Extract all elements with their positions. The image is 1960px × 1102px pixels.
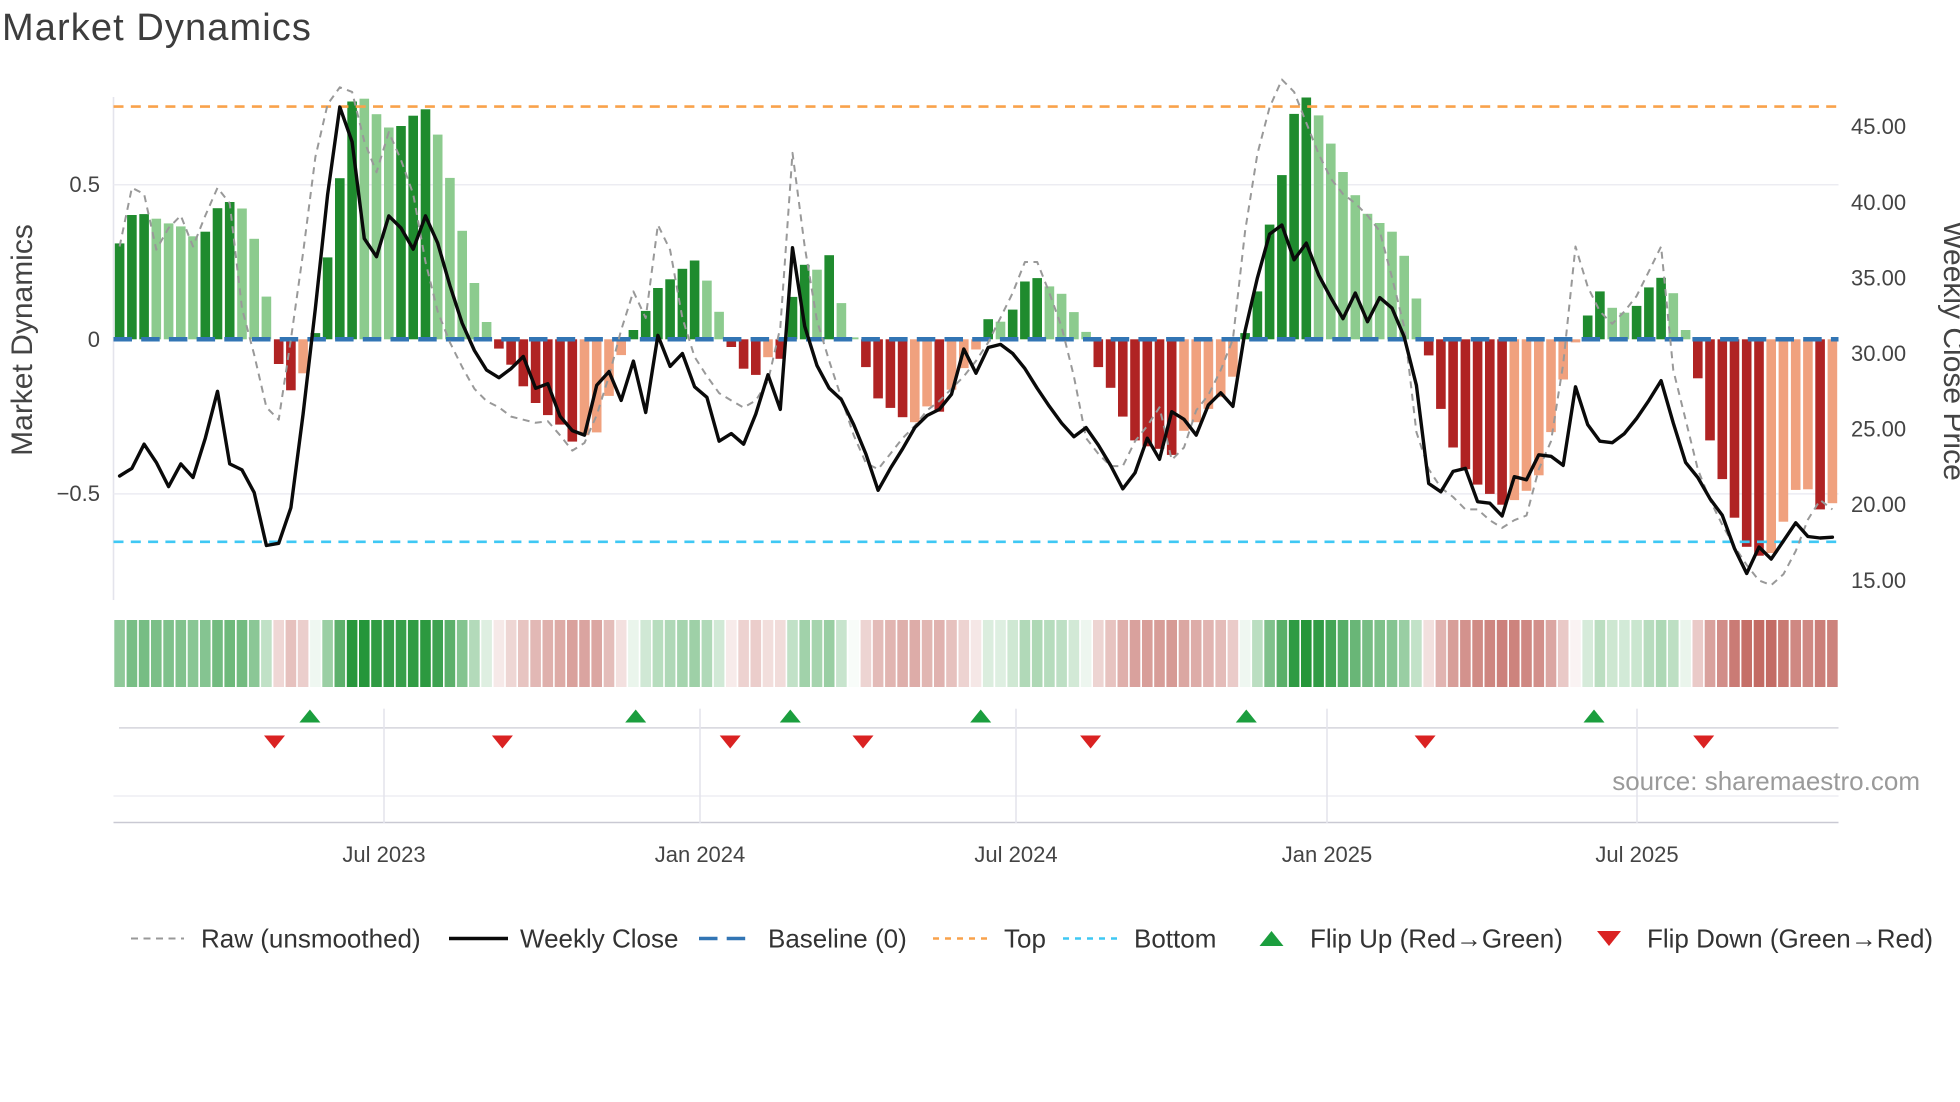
svg-text:20.00: 20.00: [1851, 492, 1906, 517]
svg-text:source: sharemaestro.com: source: sharemaestro.com: [1612, 766, 1920, 796]
svg-text:Jul 2023: Jul 2023: [342, 842, 425, 867]
svg-text:15.00: 15.00: [1851, 568, 1906, 593]
svg-text:45.00: 45.00: [1851, 114, 1906, 139]
svg-text:0.5: 0.5: [69, 172, 100, 197]
svg-text:Top: Top: [1004, 924, 1046, 954]
svg-text:Weekly Close: Weekly Close: [520, 924, 678, 954]
svg-text:35.00: 35.00: [1851, 265, 1906, 290]
svg-text:40.00: 40.00: [1851, 190, 1906, 215]
svg-text:Market Dynamics: Market Dynamics: [6, 224, 39, 456]
svg-text:−0.5: −0.5: [57, 481, 100, 506]
svg-text:Market Dynamics: Market Dynamics: [2, 7, 312, 49]
svg-text:Jul 2024: Jul 2024: [974, 842, 1057, 867]
svg-text:Jan 2025: Jan 2025: [1282, 842, 1373, 867]
svg-text:Jan 2024: Jan 2024: [655, 842, 746, 867]
svg-text:30.00: 30.00: [1851, 341, 1906, 366]
svg-text:Flip Up (Red→Green): Flip Up (Red→Green): [1310, 924, 1563, 954]
svg-text:Weekly Close Price: Weekly Close Price: [1937, 221, 1960, 481]
svg-text:0: 0: [88, 327, 100, 352]
svg-text:Baseline (0): Baseline (0): [768, 924, 907, 954]
svg-text:Bottom: Bottom: [1134, 924, 1216, 954]
svg-text:Jul 2025: Jul 2025: [1595, 842, 1678, 867]
svg-text:Flip Down (Green→Red): Flip Down (Green→Red): [1647, 924, 1933, 954]
svg-text:Raw (unsmoothed): Raw (unsmoothed): [201, 924, 421, 954]
svg-text:25.00: 25.00: [1851, 417, 1906, 442]
